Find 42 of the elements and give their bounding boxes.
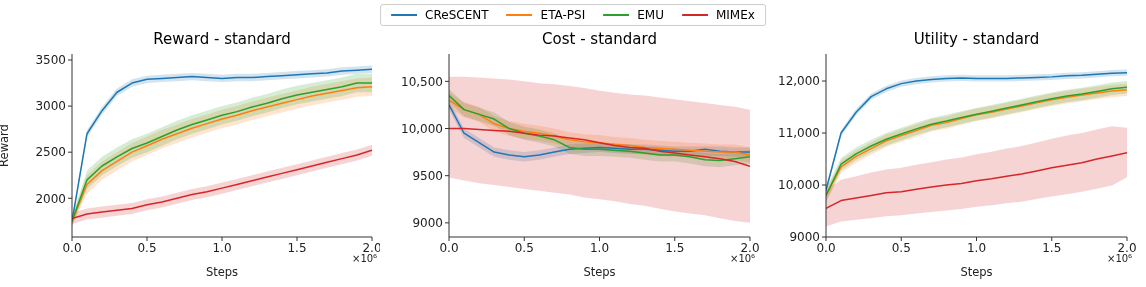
text: ×10⁶	[1107, 253, 1133, 264]
x-tick-label: 2.0	[362, 240, 382, 255]
y-axis-title: Reward	[0, 124, 12, 167]
line-series	[826, 152, 1127, 210]
line-series	[449, 127, 750, 167]
legend-label: MIMEx	[715, 8, 755, 22]
y-tick-label: 2000	[35, 191, 66, 206]
y-tick-label: 2500	[35, 145, 66, 160]
x-tick-label: 2.0	[1117, 240, 1137, 255]
legend-label: ETA-PSI	[540, 8, 586, 22]
text: ×10⁶	[352, 253, 378, 264]
y-tick-label: 10,000	[401, 121, 443, 136]
x-tick-label: 0.0	[62, 240, 82, 255]
chart-title: Reward - standard	[152, 30, 292, 48]
x-tick-label: 1.5	[287, 240, 307, 255]
y-tick-label: 3000	[35, 99, 66, 114]
x-tick-label: 1.0	[966, 240, 987, 255]
x-axis-title: Steps	[583, 265, 616, 279]
x-tick-label: 2.0	[740, 240, 760, 255]
x-tick-label: 1.5	[1042, 240, 1062, 255]
x-tick-label: 0.5	[137, 240, 157, 255]
x-tick-label: 0.5	[891, 240, 911, 255]
x-axis-title: Steps	[960, 265, 993, 279]
y-tick-label: 9500	[412, 168, 443, 183]
x-tick-label: 0.5	[514, 240, 534, 255]
y-tick-label: 12,000	[778, 74, 820, 89]
y-tick-label: 3500	[35, 53, 66, 68]
y-tick-label: 10,500	[401, 74, 443, 89]
y-tick-label: 11,000	[778, 126, 820, 141]
legend-label: CReSCENT	[425, 8, 489, 22]
chart-title: Cost - standard	[541, 30, 658, 48]
x-tick-label: 0.0	[439, 240, 459, 255]
x-tick-label: 1.0	[589, 240, 610, 255]
x-tick-label: 1.0	[212, 240, 232, 255]
y-tick-label: 10,000	[778, 178, 820, 193]
y-tick-label: 9000	[412, 216, 443, 231]
text: ×10⁶	[730, 253, 756, 264]
x-tick-label: 0.0	[816, 240, 836, 255]
x-tick-label: 1.5	[665, 240, 685, 255]
chart-title: Utility - standard	[912, 30, 1041, 48]
x-axis-title: Steps	[205, 265, 239, 279]
legend-label: EMU	[637, 8, 664, 22]
